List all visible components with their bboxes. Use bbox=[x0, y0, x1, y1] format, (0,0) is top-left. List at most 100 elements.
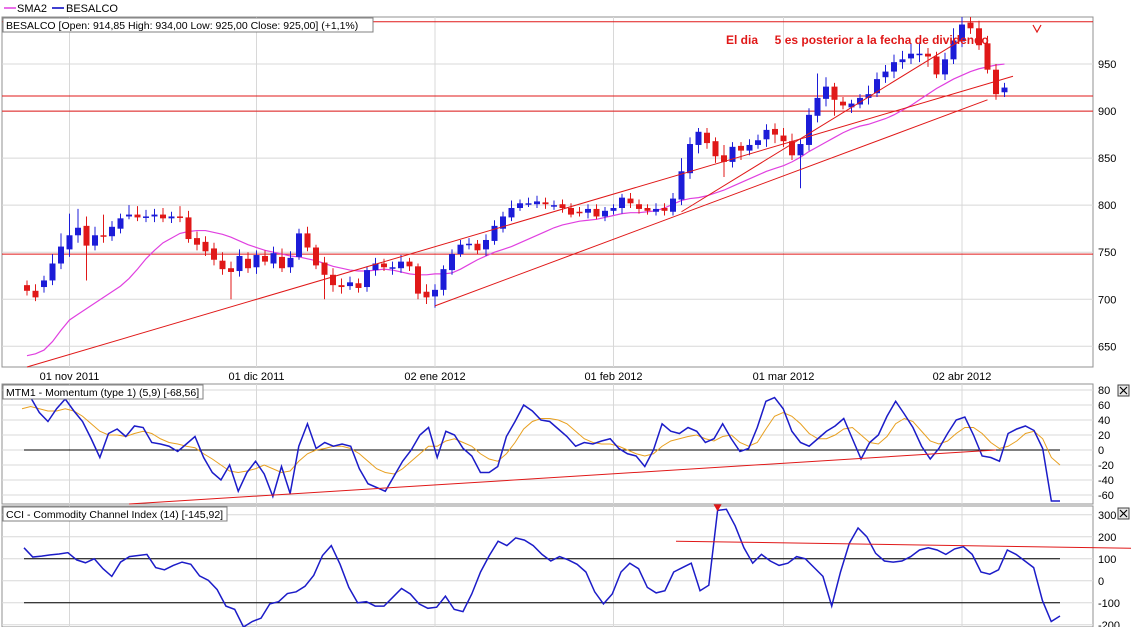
candle bbox=[806, 108, 812, 151]
candle bbox=[440, 265, 447, 296]
close-icon[interactable] bbox=[1119, 509, 1128, 518]
candle-body bbox=[857, 97, 863, 105]
candle-body bbox=[559, 204, 566, 208]
momentum-title: MTM1 - Momentum (type 1) (5,9) [-68,56] bbox=[6, 387, 199, 399]
candle bbox=[100, 214, 107, 243]
candle bbox=[772, 123, 778, 144]
candle bbox=[270, 246, 277, 269]
candle bbox=[415, 263, 421, 300]
candle bbox=[372, 257, 379, 276]
cci-trendline bbox=[675, 504, 1131, 549]
price-y-tick-label: 850 bbox=[1098, 153, 1116, 165]
candle bbox=[899, 50, 906, 69]
price-x-tick-label: 02 abr 2012 bbox=[933, 371, 992, 383]
candle-body bbox=[644, 207, 651, 211]
candle bbox=[466, 238, 472, 250]
candle bbox=[287, 251, 294, 273]
candle-body bbox=[313, 247, 319, 266]
price-title: BESALCO [Open: 914,85 High: 934,00 Low: … bbox=[6, 20, 358, 32]
candle-body bbox=[746, 144, 753, 151]
candle-body bbox=[202, 241, 209, 252]
candle bbox=[219, 252, 226, 275]
momentum-signal-line bbox=[21, 405, 1061, 475]
price-x-tick-label: 01 nov 2011 bbox=[40, 371, 100, 383]
candle-body bbox=[1001, 87, 1008, 93]
candle-body bbox=[908, 53, 914, 59]
candle-body bbox=[75, 227, 81, 236]
candle bbox=[330, 268, 336, 292]
candle-body bbox=[483, 239, 489, 250]
candle bbox=[576, 207, 583, 217]
close-icon[interactable] bbox=[1119, 386, 1128, 395]
candle bbox=[534, 195, 540, 208]
candle-body bbox=[636, 204, 642, 209]
candle-body bbox=[109, 226, 115, 237]
price-y-tick-label: 800 bbox=[1098, 200, 1116, 212]
candle bbox=[364, 266, 370, 292]
momentum-close-button[interactable] bbox=[1117, 384, 1130, 397]
candle bbox=[41, 275, 47, 293]
cci-close-button[interactable] bbox=[1117, 507, 1130, 520]
candle-body bbox=[474, 243, 481, 251]
candle-body bbox=[704, 132, 710, 144]
candle-body bbox=[602, 210, 608, 217]
candle-body bbox=[432, 289, 438, 297]
candle-body bbox=[270, 253, 277, 264]
momentum-y-tick-label: -60 bbox=[1098, 490, 1114, 502]
candle-body bbox=[287, 257, 294, 268]
candle bbox=[296, 228, 302, 260]
candle-body bbox=[729, 146, 736, 162]
candle-body bbox=[49, 263, 56, 281]
candle bbox=[185, 210, 192, 243]
candle-body bbox=[967, 22, 974, 29]
candle bbox=[500, 211, 506, 233]
price-y-tick-label: 750 bbox=[1098, 247, 1116, 259]
candle-body bbox=[627, 198, 634, 204]
cci-title-box: CCI - Commodity Channel Index (14) [-145… bbox=[2, 506, 228, 522]
candle-body bbox=[500, 216, 506, 229]
candle-body bbox=[24, 285, 30, 291]
cci-lines bbox=[23, 508, 1061, 629]
candle bbox=[619, 193, 625, 214]
cci-y-tick-label: -100 bbox=[1098, 598, 1120, 610]
momentum-title-frame bbox=[2, 384, 204, 400]
candle-body bbox=[797, 144, 804, 156]
candle-body bbox=[959, 24, 965, 42]
legend-sma-label: SMA2 bbox=[17, 3, 47, 15]
candle-body bbox=[738, 145, 744, 151]
candle bbox=[236, 249, 243, 277]
candle-body bbox=[891, 62, 897, 72]
momentum-y-tick-label: 40 bbox=[1098, 415, 1110, 427]
candle bbox=[202, 236, 209, 256]
candle bbox=[993, 64, 999, 100]
candle bbox=[347, 276, 353, 290]
candle bbox=[109, 221, 115, 241]
candle-body bbox=[41, 280, 47, 288]
candle bbox=[143, 209, 149, 223]
candle bbox=[313, 244, 319, 270]
legend-price-label: BESALCO bbox=[66, 3, 118, 15]
price-y-tick-label: 650 bbox=[1098, 341, 1116, 353]
candle-body bbox=[984, 43, 991, 70]
candle bbox=[661, 203, 668, 216]
candle-body bbox=[338, 285, 345, 288]
candle bbox=[117, 213, 124, 234]
candle-body bbox=[916, 53, 923, 56]
candle-body bbox=[381, 263, 387, 268]
candle bbox=[194, 231, 200, 251]
cci-line bbox=[23, 508, 1061, 629]
momentum-title-box: MTM1 - Momentum (type 1) (5,9) [-68,56] bbox=[2, 384, 204, 400]
candle-body bbox=[279, 256, 285, 269]
price-trendlines bbox=[26, 24, 1042, 368]
candle bbox=[891, 54, 897, 79]
momentum-y-tick-label: 20 bbox=[1098, 430, 1110, 442]
candle-body bbox=[92, 235, 98, 246]
candle bbox=[83, 216, 90, 281]
candle-body bbox=[780, 135, 787, 142]
candle-body bbox=[83, 225, 90, 246]
momentum-line bbox=[21, 389, 1060, 502]
candle bbox=[627, 192, 634, 208]
candle-body bbox=[245, 258, 251, 269]
price-grid bbox=[2, 17, 1093, 367]
momentum-y-tick-label: -40 bbox=[1098, 475, 1114, 487]
